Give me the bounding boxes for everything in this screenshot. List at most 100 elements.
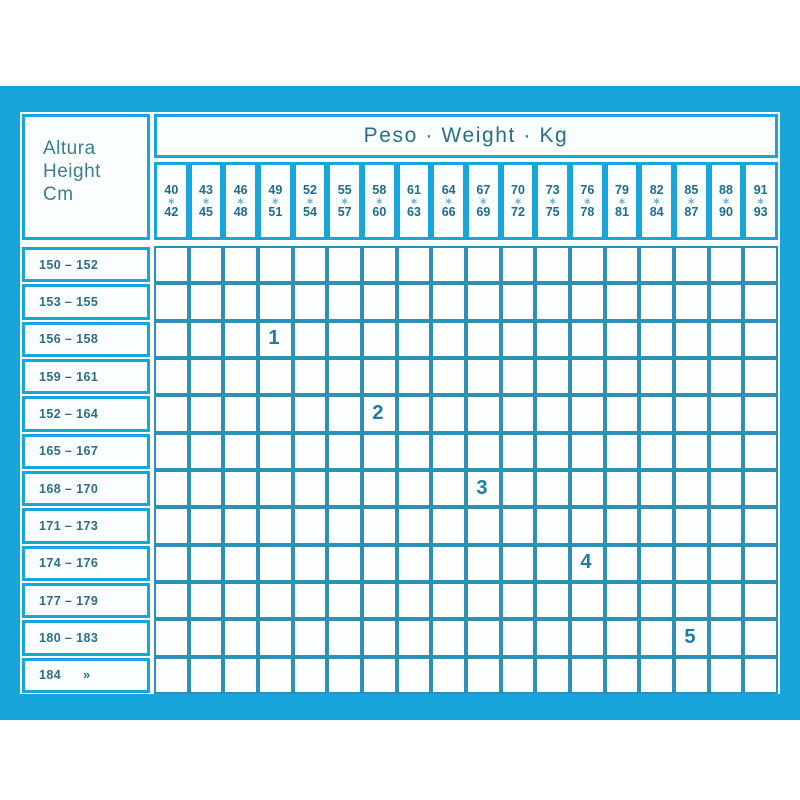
grid-cell[interactable] <box>223 582 258 620</box>
grid-cell[interactable] <box>466 507 501 545</box>
grid-cell[interactable] <box>188 395 224 433</box>
grid-cell[interactable] <box>500 246 536 284</box>
grid-cell[interactable] <box>431 432 466 470</box>
grid-cell[interactable] <box>639 283 674 321</box>
grid-cell[interactable] <box>674 656 709 694</box>
grid-cell[interactable] <box>362 582 397 620</box>
grid-cell[interactable] <box>154 432 189 470</box>
grid-cell[interactable] <box>154 656 189 694</box>
grid-cell[interactable] <box>327 246 362 284</box>
grid-cell[interactable] <box>292 320 328 358</box>
grid-cell[interactable] <box>639 395 674 433</box>
grid-cell[interactable] <box>327 395 362 433</box>
grid-cell[interactable] <box>743 358 778 396</box>
grid-cell[interactable] <box>500 544 536 582</box>
grid-cell[interactable] <box>258 470 293 508</box>
grid-cell[interactable] <box>396 470 432 508</box>
grid-cell[interactable] <box>292 470 328 508</box>
grid-cell[interactable] <box>639 507 674 545</box>
grid-cell[interactable] <box>708 320 744 358</box>
grid-cell[interactable] <box>154 395 189 433</box>
grid-cell[interactable] <box>708 395 744 433</box>
grid-cell[interactable] <box>362 619 397 657</box>
grid-cell[interactable] <box>743 395 778 433</box>
grid-cell[interactable] <box>708 582 744 620</box>
grid-cell[interactable] <box>258 432 293 470</box>
grid-cell[interactable] <box>258 246 293 284</box>
grid-cell[interactable] <box>604 246 640 284</box>
grid-cell[interactable] <box>223 320 258 358</box>
grid-cell[interactable] <box>292 395 328 433</box>
grid-cell[interactable] <box>431 582 466 620</box>
grid-cell[interactable] <box>466 358 501 396</box>
grid-cell[interactable] <box>396 544 432 582</box>
grid-cell[interactable] <box>500 432 536 470</box>
grid-cell[interactable] <box>639 320 674 358</box>
grid-cell[interactable] <box>188 358 224 396</box>
grid-cell[interactable] <box>258 582 293 620</box>
grid-cell[interactable] <box>362 656 397 694</box>
grid-cell[interactable] <box>292 619 328 657</box>
grid-cell[interactable] <box>396 619 432 657</box>
grid-cell[interactable] <box>570 656 605 694</box>
grid-cell[interactable] <box>466 582 501 620</box>
grid-cell[interactable] <box>431 283 466 321</box>
grid-cell[interactable] <box>362 283 397 321</box>
grid-cell[interactable] <box>604 582 640 620</box>
grid-cell[interactable] <box>570 395 605 433</box>
grid-cell[interactable] <box>535 544 570 582</box>
grid-cell[interactable] <box>674 283 709 321</box>
grid-cell[interactable] <box>396 246 432 284</box>
grid-cell[interactable] <box>327 619 362 657</box>
grid-cell[interactable] <box>223 507 258 545</box>
grid-cell[interactable] <box>154 582 189 620</box>
grid-cell[interactable] <box>362 320 397 358</box>
grid-cell[interactable] <box>327 582 362 620</box>
grid-cell[interactable] <box>604 358 640 396</box>
grid-cell[interactable] <box>327 507 362 545</box>
grid-cell[interactable] <box>188 432 224 470</box>
grid-cell[interactable] <box>743 432 778 470</box>
grid-cell[interactable] <box>362 507 397 545</box>
grid-cell[interactable] <box>396 507 432 545</box>
grid-cell[interactable] <box>570 432 605 470</box>
grid-cell[interactable] <box>708 470 744 508</box>
grid-cell[interactable] <box>223 619 258 657</box>
grid-cell[interactable] <box>154 619 189 657</box>
grid-cell[interactable] <box>292 656 328 694</box>
grid-cell[interactable] <box>396 432 432 470</box>
grid-cell[interactable] <box>500 395 536 433</box>
grid-cell[interactable] <box>604 507 640 545</box>
grid-cell[interactable] <box>743 283 778 321</box>
grid-cell[interactable] <box>500 470 536 508</box>
grid-cell[interactable] <box>743 656 778 694</box>
grid-cell[interactable] <box>292 358 328 396</box>
grid-cell[interactable] <box>708 246 744 284</box>
grid-cell[interactable] <box>292 246 328 284</box>
grid-cell[interactable] <box>674 470 709 508</box>
grid-cell[interactable] <box>535 582 570 620</box>
grid-cell[interactable] <box>743 320 778 358</box>
grid-cell[interactable] <box>292 283 328 321</box>
grid-cell[interactable] <box>500 358 536 396</box>
grid-cell[interactable] <box>535 395 570 433</box>
grid-cell[interactable] <box>674 507 709 545</box>
grid-cell[interactable] <box>466 395 501 433</box>
grid-cell[interactable] <box>743 507 778 545</box>
grid-cell[interactable] <box>223 656 258 694</box>
grid-cell[interactable] <box>258 507 293 545</box>
grid-cell[interactable] <box>535 358 570 396</box>
grid-cell[interactable] <box>362 432 397 470</box>
grid-cell[interactable] <box>362 544 397 582</box>
grid-cell[interactable] <box>674 619 709 657</box>
grid-cell[interactable] <box>396 656 432 694</box>
grid-cell[interactable] <box>674 395 709 433</box>
grid-cell[interactable] <box>674 246 709 284</box>
grid-cell[interactable] <box>327 656 362 694</box>
grid-cell[interactable] <box>500 283 536 321</box>
grid-cell[interactable] <box>258 395 293 433</box>
grid-cell[interactable] <box>188 582 224 620</box>
grid-cell[interactable] <box>639 432 674 470</box>
grid-cell[interactable] <box>154 358 189 396</box>
grid-cell[interactable] <box>223 283 258 321</box>
